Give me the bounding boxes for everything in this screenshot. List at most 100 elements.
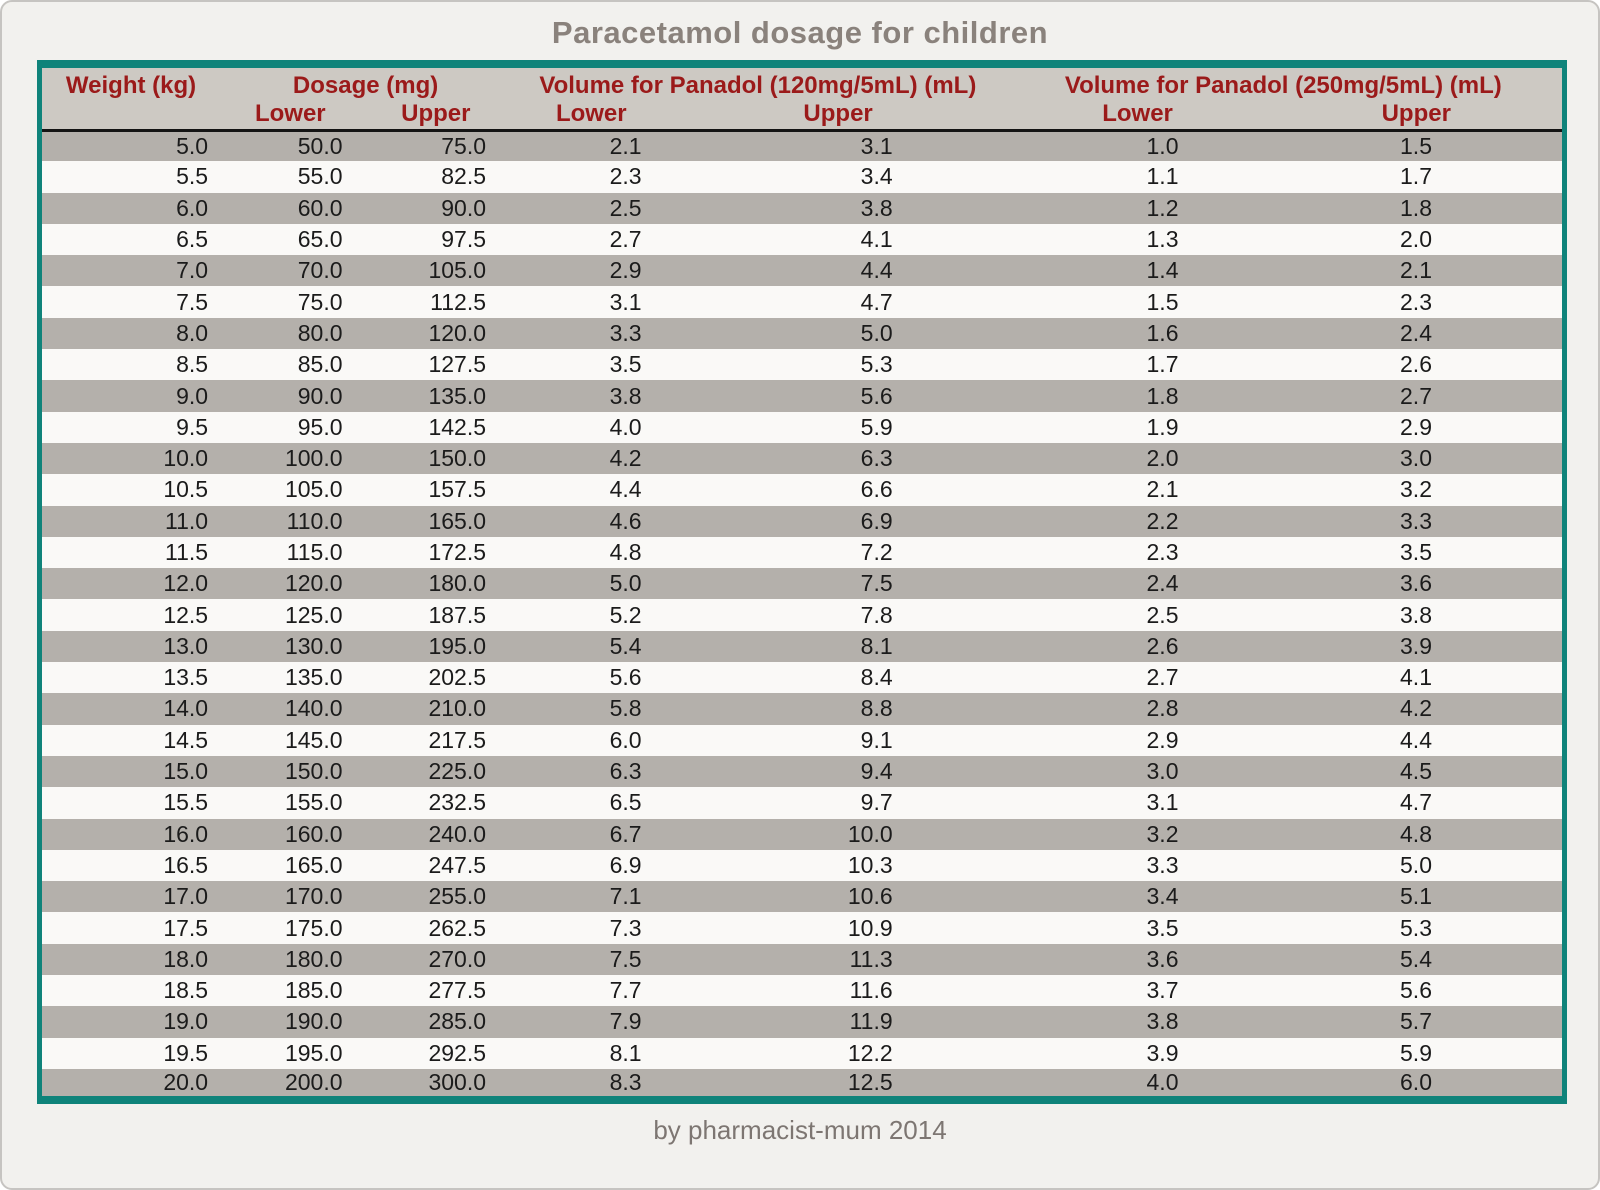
table-cell: 65.0 [297, 226, 343, 253]
table-cell: 1.4 [1146, 257, 1179, 284]
table-cell: 17.5 [163, 914, 209, 941]
table-cell: 292.5 [428, 1039, 487, 1066]
table-cell: 232.5 [428, 789, 487, 816]
table-cell: 2.0 [1400, 226, 1432, 253]
subheader-dosage-lower: Lower [220, 100, 361, 132]
table-cell: 8.0 [176, 319, 209, 346]
table-cell: 3.6 [1400, 570, 1432, 597]
table-cell: 4.7 [860, 288, 893, 315]
table-cell: 15.5 [163, 789, 209, 816]
table-cell: 4.7 [1400, 789, 1432, 816]
table-cell: 6.3 [609, 758, 642, 785]
table-cell: 6.5 [609, 789, 642, 816]
table-cell: 8.1 [609, 1039, 642, 1066]
table-row: 5.0 50.0 75.0 2.1 3.1 1.0 1.5 [39, 130, 1565, 162]
table-cell: 5.0 [1400, 851, 1432, 878]
table-cell: 127.5 [428, 351, 487, 378]
subheader-dosage-upper: Upper [360, 100, 512, 132]
table-cell: 255.0 [428, 883, 487, 910]
table-row: 19.5 195.0 292.5 8.1 12.2 3.9 5.9 [39, 1037, 1565, 1069]
table-cell: 5.9 [1400, 1039, 1432, 1066]
table-cell: 19.5 [163, 1039, 209, 1066]
table-row: 20.0 200.0 300.0 8.3 12.5 4.0 6.0 [39, 1068, 1565, 1101]
table-cell: 4.8 [1400, 820, 1432, 847]
table-cell: 4.1 [1400, 664, 1432, 691]
table-row: 15.5 155.0 232.5 6.5 9.7 3.1 4.7 [39, 787, 1565, 819]
table-cell: 8.4 [860, 664, 893, 691]
table-cell: 2.6 [1146, 632, 1179, 659]
table-cell: 210.0 [428, 695, 487, 722]
header-volume-120: Volume for Panadol (120mg/5mL) (mL) [511, 64, 1005, 100]
table-cell: 4.4 [860, 257, 893, 284]
table-cell: 120.0 [284, 570, 343, 597]
table-cell: 5.3 [1400, 914, 1432, 941]
table-row: 9.5 95.0 142.5 4.0 5.9 1.9 2.9 [39, 411, 1565, 443]
table-cell: 12.5 [847, 1069, 893, 1096]
table-cell: 7.1 [609, 883, 642, 910]
footer-credit: by pharmacist-mum 2014 [653, 1115, 947, 1146]
table-cell: 80.0 [297, 319, 343, 346]
table-cell: 20.0 [163, 1069, 209, 1096]
table-cell: 70.0 [297, 257, 343, 284]
table-cell: 3.3 [1146, 851, 1179, 878]
table-cell: 9.4 [860, 758, 893, 785]
table-cell: 195.0 [284, 1039, 343, 1066]
table-row: 7.5 75.0 112.5 3.1 4.7 1.5 2.3 [39, 286, 1565, 318]
table-cell: 3.3 [1400, 507, 1432, 534]
header-weight: Weight (kg) [39, 64, 221, 100]
table-cell: 90.0 [441, 194, 487, 221]
table-cell: 75.0 [297, 288, 343, 315]
table-cell: 2.7 [1400, 382, 1432, 409]
table-cell: 4.5 [1400, 758, 1432, 785]
table-cell: 3.9 [1146, 1039, 1179, 1066]
table-cell: 1.1 [1146, 163, 1179, 190]
table-cell: 3.2 [1400, 476, 1432, 503]
table-cell: 2.8 [1146, 695, 1179, 722]
table-cell: 10.3 [847, 851, 893, 878]
table-cell: 85.0 [297, 351, 343, 378]
table-cell: 120.0 [428, 319, 487, 346]
table-cell: 2.3 [1400, 288, 1432, 315]
table-cell: 7.5 [860, 570, 893, 597]
table-cell: 2.1 [1146, 476, 1179, 503]
table-cell: 18.0 [163, 945, 209, 972]
table-cell: 150.0 [428, 445, 487, 472]
table-cell: 1.0 [1146, 132, 1179, 159]
table-cell: 4.2 [609, 445, 642, 472]
table-cell: 160.0 [284, 820, 343, 847]
table-cell: 10.5 [163, 476, 209, 503]
table-row: 7.0 70.0 105.0 2.9 4.4 1.4 2.1 [39, 255, 1565, 287]
table-cell: 262.5 [428, 914, 487, 941]
table-cell: 300.0 [428, 1069, 487, 1096]
table-cell: 6.0 [1400, 1069, 1432, 1096]
table-cell: 110.0 [286, 507, 343, 534]
table-cell: 3.8 [1400, 601, 1432, 628]
table-cell: 6.9 [609, 851, 642, 878]
table-cell: 7.8 [860, 601, 893, 628]
table-cell: 145.0 [284, 726, 343, 753]
table-cell: 105.0 [428, 257, 487, 284]
table-cell: 5.0 [176, 132, 209, 159]
table-cell: 9.5 [176, 413, 209, 440]
table-cell: 4.2 [1400, 695, 1432, 722]
table-cell: 195.0 [428, 632, 487, 659]
subheader-blank [39, 100, 221, 132]
table-cell: 3.6 [1146, 945, 1179, 972]
table-cell: 15.0 [163, 758, 209, 785]
table-cell: 115.0 [286, 539, 343, 565]
table-cell: 157.5 [428, 476, 487, 503]
table-cell: 10.0 [847, 820, 893, 847]
table-cell: 172.5 [428, 539, 487, 565]
table-cell: 2.1 [1400, 257, 1432, 284]
table-cell: 2.0 [1146, 445, 1179, 472]
table-row: 16.0 160.0 240.0 6.7 10.0 3.2 4.8 [39, 818, 1565, 850]
table-cell: 3.1 [860, 132, 893, 159]
table-cell: 5.9 [860, 413, 893, 440]
table-cell: 1.9 [1146, 413, 1179, 440]
table-cell: 5.6 [609, 664, 642, 691]
table-cell: 5.6 [1400, 977, 1432, 1004]
table-cell: 6.7 [609, 820, 642, 847]
table-cell: 4.6 [609, 507, 642, 534]
table-row: 14.5 145.0 217.5 6.0 9.1 2.9 4.4 [39, 724, 1565, 756]
table-cell: 3.7 [1146, 977, 1179, 1004]
